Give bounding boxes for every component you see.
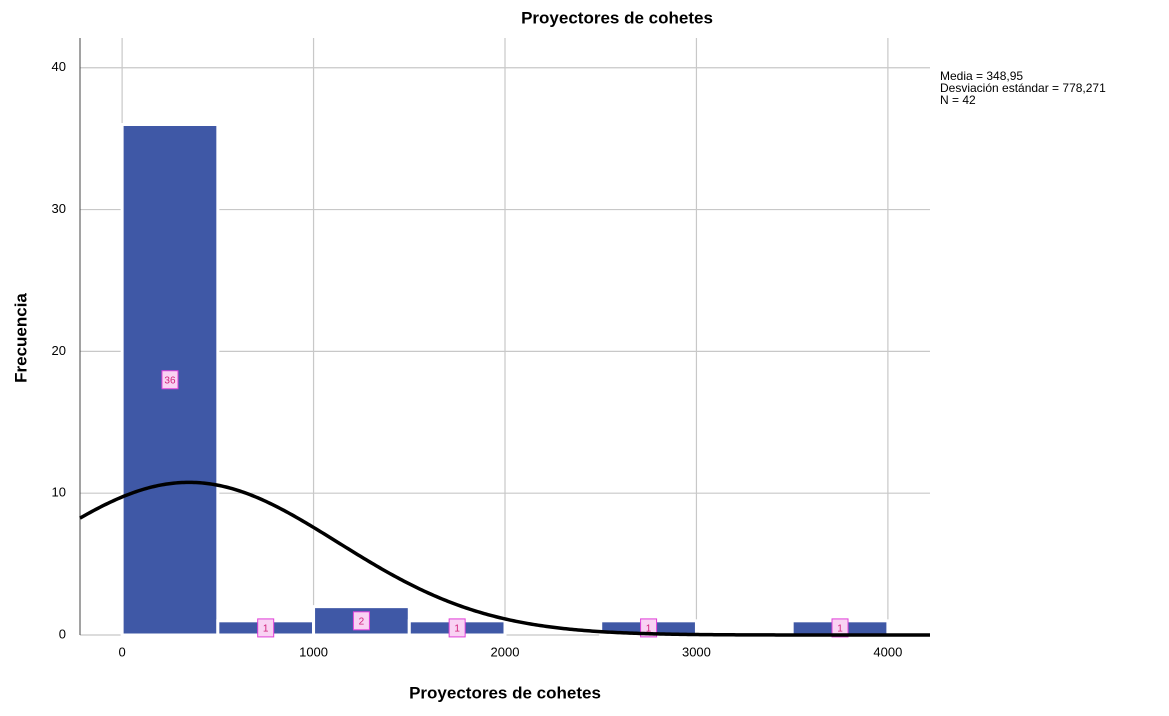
value-label: 1 — [257, 618, 275, 638]
value-label: 36 — [161, 370, 179, 390]
value-label-text: 1 — [263, 624, 269, 635]
stats-annotation: Media = 348,95 — [940, 69, 1023, 83]
y-tick-label: 30 — [52, 201, 66, 216]
y-tick-label: 0 — [59, 626, 66, 641]
x-tick-label: 0 — [118, 644, 125, 659]
x-axis-label: Proyectores de cohetes — [409, 683, 601, 702]
y-axis-label: Frecuencia — [11, 293, 30, 383]
value-label: 1 — [448, 618, 466, 638]
value-label-text: 1 — [646, 624, 652, 635]
x-tick-label: 3000 — [682, 644, 711, 659]
value-label-text: 2 — [359, 616, 365, 627]
x-tick-label: 2000 — [491, 644, 520, 659]
value-label: 1 — [831, 618, 849, 638]
value-label: 2 — [352, 611, 370, 631]
chart-title: Proyectores de cohetes — [521, 8, 713, 27]
y-tick-label: 40 — [52, 59, 66, 74]
stats-annotation: Desviación estándar = 778,271 — [940, 81, 1106, 95]
value-label-text: 1 — [837, 624, 843, 635]
y-tick-label: 20 — [52, 343, 66, 358]
value-label-box — [352, 611, 370, 631]
normal-curve — [79, 480, 930, 637]
value-label-box — [161, 370, 179, 390]
value-label-box — [448, 618, 466, 638]
y-tick-label: 10 — [52, 485, 66, 500]
x-tick-label: 4000 — [873, 644, 902, 659]
value-label-text: 36 — [164, 375, 176, 386]
stats-annotation: N = 42 — [940, 93, 976, 107]
x-tick-label: 1000 — [299, 644, 328, 659]
value-label-text: 1 — [454, 624, 460, 635]
value-label-box — [831, 618, 849, 638]
value-label-box — [257, 618, 275, 638]
